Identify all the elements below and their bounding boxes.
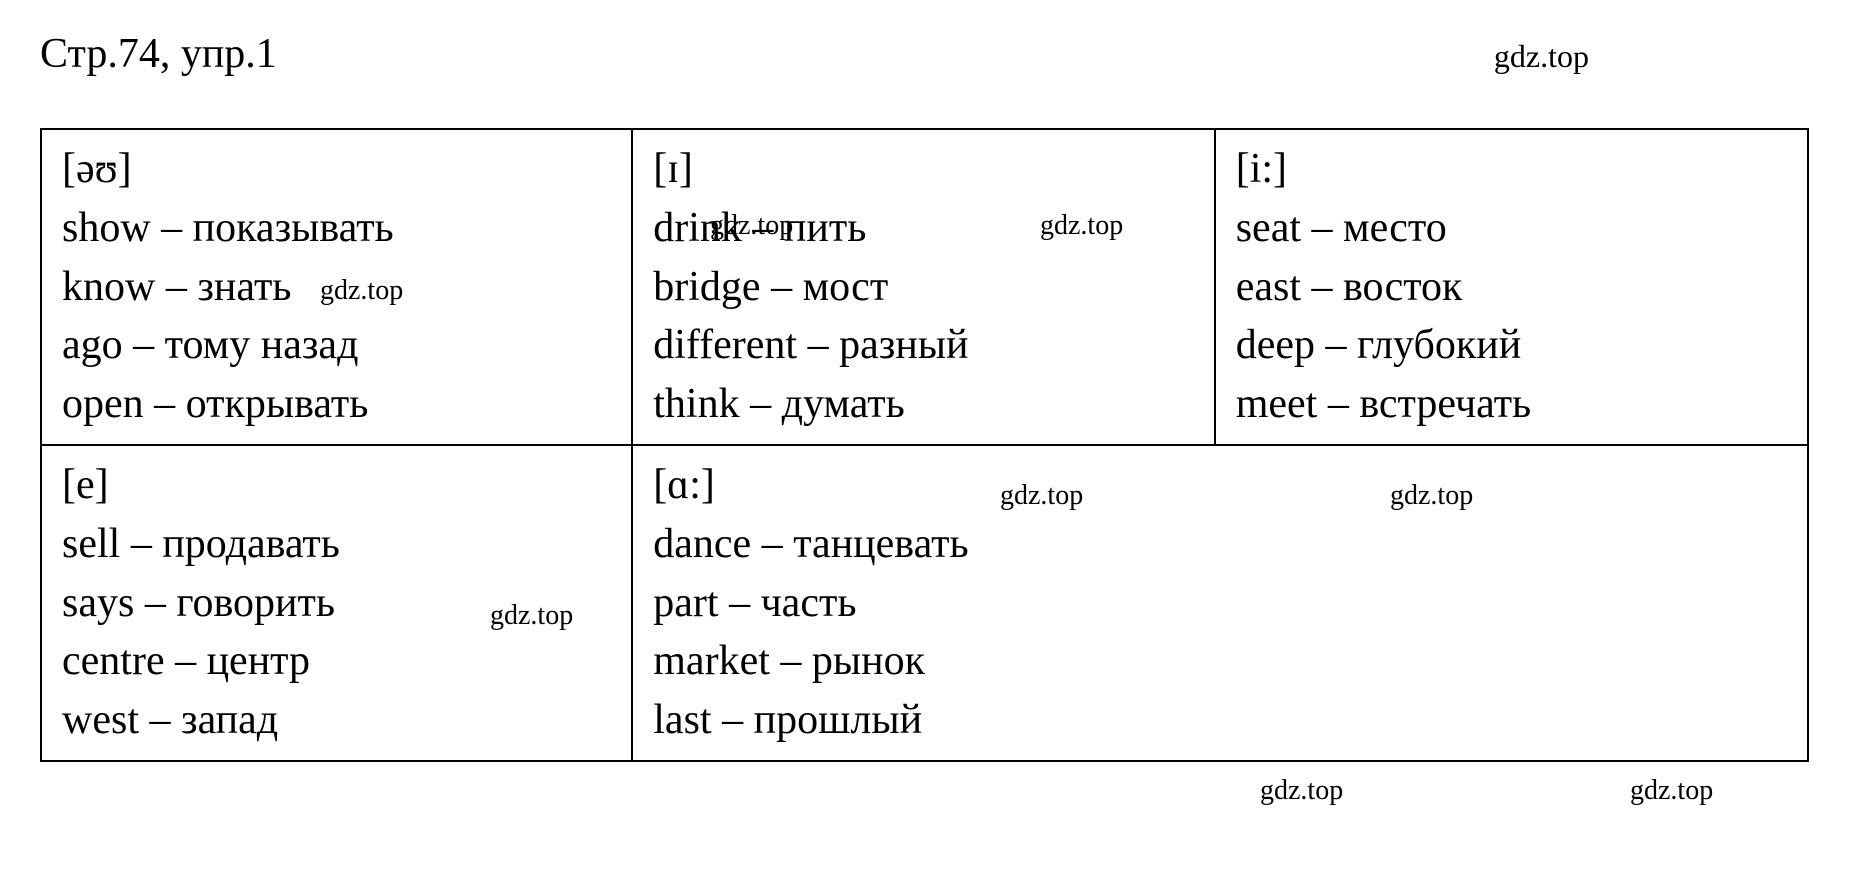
word-entry: seat – место — [1236, 199, 1787, 258]
word-entry: says – говорить — [62, 574, 611, 633]
word-entry: east – восток — [1236, 258, 1787, 317]
table-top-row: [əʊ] show – показывать know – знать ago … — [42, 130, 1807, 446]
word-entry: last – прошлый — [653, 691, 1787, 750]
cell-phonetic-i-short: [ɪ] drink – пить bridge – мост different… — [633, 130, 1215, 444]
word-entry: bridge – мост — [653, 258, 1193, 317]
watermark-overlay: gdz.top — [1630, 775, 1713, 807]
word-entry: think – думать — [653, 375, 1193, 434]
word-entry: sell – продавать — [62, 515, 611, 574]
word-entry: market – рынок — [653, 632, 1787, 691]
phonetic-symbol: [əʊ] — [62, 140, 611, 199]
table-bottom-row: [e] sell – продавать says – говорить cen… — [42, 446, 1807, 760]
cell-phonetic-i-long: [i:] seat – место east – восток deep – г… — [1216, 130, 1807, 444]
header-watermark: gdz.top — [1494, 38, 1589, 75]
word-entry: meet – встречать — [1236, 375, 1787, 434]
cell-phonetic-a-long: [ɑ:] dance – танцевать part – часть mark… — [633, 446, 1807, 760]
word-entry: show – показывать — [62, 199, 611, 258]
phonetic-symbol: [i:] — [1236, 140, 1787, 199]
word-entry: different – разный — [653, 316, 1193, 375]
phonetic-symbol: [ɪ] — [653, 140, 1193, 199]
word-entry: ago – тому назад — [62, 316, 611, 375]
word-entry: deep – глубокий — [1236, 316, 1787, 375]
word-entry: part – часть — [653, 574, 1787, 633]
phonetic-symbol: [e] — [62, 456, 611, 515]
watermark-overlay: gdz.top — [1260, 775, 1343, 807]
phonetic-symbol: [ɑ:] — [653, 456, 1787, 515]
word-entry: centre – центр — [62, 632, 611, 691]
word-entry: know – знать — [62, 258, 611, 317]
word-entry: dance – танцевать — [653, 515, 1787, 574]
header-row: Стр.74, упр.1 gdz.top — [40, 30, 1809, 78]
cell-phonetic-e: [e] sell – продавать says – говорить cen… — [42, 446, 633, 760]
word-entry: west – запад — [62, 691, 611, 750]
word-entry: open – открывать — [62, 375, 611, 434]
word-entry: drink – пить — [653, 199, 1193, 258]
cell-phonetic-ou: [əʊ] show – показывать know – знать ago … — [42, 130, 633, 444]
vocabulary-table: [əʊ] show – показывать know – знать ago … — [40, 128, 1809, 762]
page-title: Стр.74, упр.1 — [40, 30, 277, 78]
